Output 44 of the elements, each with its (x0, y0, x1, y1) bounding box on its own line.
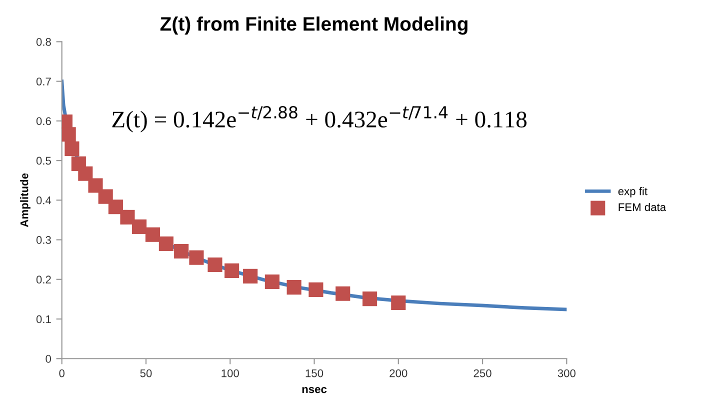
point (189, 250, 204, 265)
point (208, 257, 222, 272)
point (264, 274, 280, 290)
point (78, 166, 93, 181)
y-tick-label: 0.1 (36, 315, 51, 324)
y-tick-label: 0.6 (36, 117, 51, 126)
point (243, 268, 258, 284)
x-tick-label: 100 (222, 369, 239, 378)
point (391, 295, 406, 310)
point (308, 282, 324, 297)
y-tick-label: 0.8 (36, 38, 51, 46)
chart-title: Z(t) from Finite Element Modeling (160, 16, 468, 35)
y-tick-label: 0.3 (36, 236, 51, 244)
x-tick-label: 150 (306, 369, 324, 378)
point (174, 244, 189, 259)
y-tick-label: 0.2 (36, 276, 51, 284)
y-tick-label: 0.7 (36, 78, 51, 86)
point (336, 286, 350, 301)
x-tick-label: 300 (558, 369, 576, 378)
line-series (62, 80, 567, 312)
legend-label: exp fit (618, 187, 648, 198)
y-tick-label: 0.4 (36, 196, 52, 204)
point (145, 227, 160, 242)
point (224, 263, 240, 278)
point (132, 219, 147, 234)
y-tick-label: 0.5 (36, 156, 51, 165)
point (158, 236, 174, 252)
point (64, 141, 80, 156)
point (88, 178, 103, 193)
point (108, 200, 123, 214)
point (286, 280, 302, 295)
x-tick-label: 0 (59, 369, 65, 378)
y-tick-label: 0 (46, 354, 52, 363)
y-axis-title: Amplitude (20, 173, 30, 228)
point (120, 210, 135, 224)
point (62, 127, 76, 142)
x-tick-label: 250 (474, 369, 492, 378)
point (98, 189, 113, 204)
legend-label: FEM data (618, 202, 666, 212)
x-tick-label: 200 (390, 369, 408, 378)
annotation: Z(t) = 0.142e$^{−t/2.88}$ + 0.432e$^{−t/71.4}$ + 0.118 (112, 106, 527, 132)
point (362, 292, 378, 306)
x-axis-title: nsec (302, 387, 327, 394)
x-tick-label: 50 (140, 369, 152, 378)
